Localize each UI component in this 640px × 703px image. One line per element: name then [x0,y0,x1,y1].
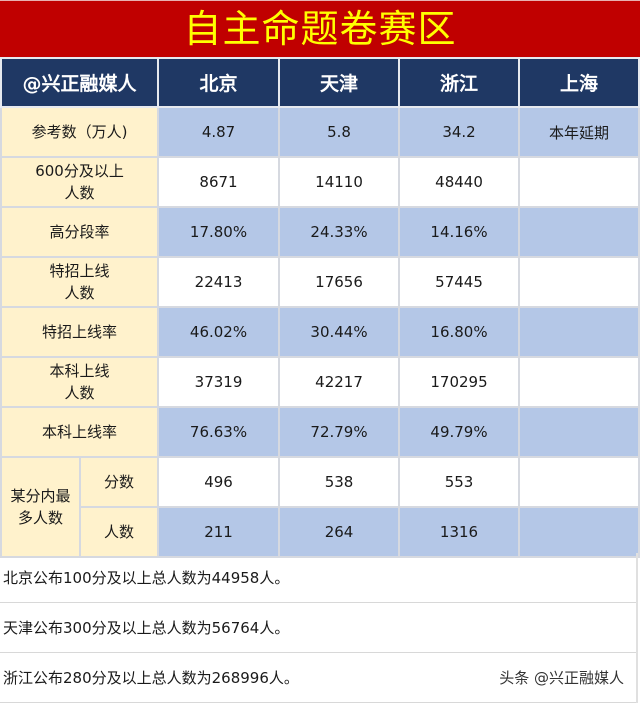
cell-tianjin: 538 [278,456,401,508]
cell-beijing: 22413 [157,256,281,308]
cell-tianjin: 14110 [278,156,401,208]
cell-shanghai [518,456,640,508]
cell-shanghai [518,206,640,258]
cell-shanghai [518,256,640,308]
cell-beijing: 496 [157,456,281,508]
cell-zhejiang: 170295 [398,356,521,408]
row-label: 本科上线 人数 [0,356,160,408]
title-banner: 自主命题卷赛区 [0,0,640,57]
header-shanghai: 上海 [518,57,640,108]
cell-tianjin: 264 [278,506,401,558]
table-row: 本科上线率 76.63% 72.79% 49.79% [0,406,640,458]
table-row: 人数 211 264 1316 [1,506,640,558]
row-label: 本科上线率 [0,406,160,458]
cell-tianjin: 72.79% [278,406,401,458]
table-row: 特招上线 人数 22413 17656 57445 [0,256,640,308]
cell-zhejiang: 49.79% [398,406,521,458]
row-label: 特招上线率 [0,306,160,358]
group-label: 某分内最 多人数 [0,456,81,558]
cell-shanghai [518,406,640,458]
header-tianjin: 天津 [278,57,401,108]
score-table: @兴正融媒人 北京 天津 浙江 上海 参考数（万人) 4.87 5.8 34.2… [0,57,640,558]
table-row: 600分及以上 人数 8671 14110 48440 [0,156,640,208]
watermark: 头条 @兴正融媒人 [499,669,624,687]
cell-beijing: 8671 [157,156,281,208]
cell-beijing: 76.63% [157,406,281,458]
header-row: @兴正融媒人 北京 天津 浙江 上海 [0,57,640,108]
cell-shanghai [518,506,640,558]
cell-tianjin: 30.44% [278,306,401,358]
sub-label-count: 人数 [78,506,160,558]
row-label: 特招上线 人数 [0,256,160,308]
cell-shanghai [518,156,640,208]
note-zhejiang: 浙江公布280分及以上总人数为268996人。 头条 @兴正融媒人 [0,653,636,703]
row-label: 参考数（万人) [0,106,160,158]
cell-zhejiang: 48440 [398,156,521,208]
page-title: 自主命题卷赛区 [183,7,457,51]
header-zhejiang: 浙江 [398,57,521,108]
table-row: 本科上线 人数 37319 42217 170295 [0,356,640,408]
cell-tianjin: 42217 [278,356,401,408]
header-corner: @兴正融媒人 [0,57,160,108]
cell-tianjin: 5.8 [278,106,401,158]
note-tianjin: 天津公布300分及以上总人数为56764人。 [0,603,636,653]
cell-zhejiang: 16.80% [398,306,521,358]
cell-zhejiang: 57445 [398,256,521,308]
cell-beijing: 17.80% [157,206,281,258]
table-row: 特招上线率 46.02% 30.44% 16.80% [0,306,640,358]
cell-shanghai: 本年延期 [518,106,640,158]
table-row: 某分内最 多人数 分数 496 538 553 [0,456,640,558]
note-beijing: 北京公布100分及以上总人数为44958人。 [0,553,636,603]
row-label: 600分及以上 人数 [0,156,160,208]
cell-tianjin: 17656 [278,256,401,308]
cell-tianjin: 24.33% [278,206,401,258]
cell-shanghai [518,356,640,408]
table-row: 高分段率 17.80% 24.33% 14.16% [0,206,640,258]
cell-zhejiang: 553 [398,456,521,508]
cell-beijing: 37319 [157,356,281,408]
row-label: 高分段率 [0,206,160,258]
header-beijing: 北京 [157,57,281,108]
cell-beijing: 211 [157,506,281,558]
cell-zhejiang: 34.2 [398,106,521,158]
cell-zhejiang: 1316 [398,506,521,558]
cell-shanghai [518,306,640,358]
sub-label-score: 分数 [78,456,160,508]
notes-section: 北京公布100分及以上总人数为44958人。 天津公布300分及以上总人数为56… [0,553,638,703]
cell-beijing: 4.87 [157,106,281,158]
cell-beijing: 46.02% [157,306,281,358]
table-row: 参考数（万人) 4.87 5.8 34.2 本年延期 [0,106,640,158]
cell-zhejiang: 14.16% [398,206,521,258]
